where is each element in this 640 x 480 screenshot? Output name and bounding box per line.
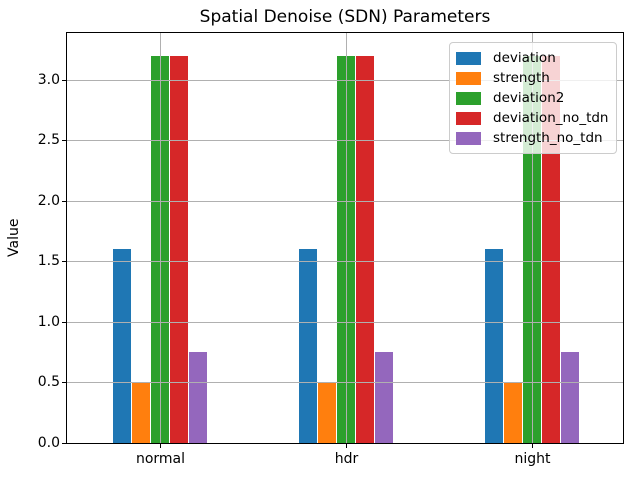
ytick-label-0.5: 0.5 xyxy=(37,374,60,391)
ytick-mark-2 xyxy=(62,200,66,202)
bar-normal-deviation_no_tdn xyxy=(170,55,188,443)
legend-item-deviation2: deviation2 xyxy=(456,88,610,108)
legend-label-deviation: deviation xyxy=(493,50,556,66)
xtick-mark-hdr xyxy=(346,444,347,448)
legend-item-deviation_no_tdn: deviation_no_tdn xyxy=(456,108,610,128)
bar-hdr-strength xyxy=(318,382,336,443)
bar-normal-strength xyxy=(132,382,150,443)
bar-hdr-deviation_no_tdn xyxy=(356,55,374,443)
xtick-mark-normal xyxy=(160,444,161,448)
ytick-mark-1 xyxy=(62,321,66,323)
gridline-y-2.5 xyxy=(67,140,623,142)
ytick-mark-1.5 xyxy=(62,261,66,263)
ytick-label-2: 2.0 xyxy=(37,192,60,209)
bar-night-strength_no_tdn xyxy=(561,352,579,443)
bar-normal-deviation xyxy=(113,249,131,443)
legend-swatch-deviation_no_tdn xyxy=(456,111,481,125)
xtick-label-hdr: hdr xyxy=(334,451,359,467)
bar-hdr-deviation xyxy=(299,249,317,443)
ytick-mark-0.5 xyxy=(62,382,66,384)
legend-swatch-deviation xyxy=(456,51,481,65)
gridline-y-3 xyxy=(67,79,623,81)
legend-item-strength: strength xyxy=(456,68,610,88)
legend-label-deviation_no_tdn: deviation_no_tdn xyxy=(493,110,609,126)
gridline-y-2 xyxy=(67,200,623,202)
gridline-x-normal xyxy=(160,33,161,443)
legend-label-deviation2: deviation2 xyxy=(493,90,565,106)
bar-hdr-strength_no_tdn xyxy=(375,352,393,443)
gridline-y-0.5 xyxy=(67,382,623,384)
xtick-label-night: night xyxy=(514,451,551,467)
legend-swatch-strength_no_tdn xyxy=(456,131,481,145)
ytick-label-0: 0.0 xyxy=(37,434,60,451)
gridline-y-1.5 xyxy=(67,261,623,263)
legend-item-strength_no_tdn: strength_no_tdn xyxy=(456,128,610,148)
chart-title: Spatial Denoise (SDN) Parameters xyxy=(199,7,491,27)
legend-swatch-deviation2 xyxy=(456,91,481,105)
bar-normal-strength_no_tdn xyxy=(189,352,207,443)
bar-night-strength xyxy=(504,382,522,443)
xtick-label-normal: normal xyxy=(135,451,186,467)
ytick-label-3: 3.0 xyxy=(37,71,60,88)
ytick-label-2.5: 2.5 xyxy=(37,132,60,149)
legend-item-deviation: deviation xyxy=(456,48,610,68)
legend: deviation strength deviation2 deviation_no_… xyxy=(449,42,617,154)
ytick-label-1.5: 1.5 xyxy=(37,253,60,270)
ytick-label-1: 1.0 xyxy=(37,313,60,330)
legend-label-strength: strength xyxy=(493,70,550,86)
legend-label-strength_no_tdn: strength_no_tdn xyxy=(493,130,603,146)
gridline-y-1 xyxy=(67,321,623,323)
ytick-mark-0 xyxy=(62,442,66,444)
gridline-x-hdr xyxy=(346,33,347,443)
ytick-mark-3 xyxy=(62,79,66,81)
bar-night-deviation xyxy=(485,249,503,443)
legend-swatch-strength xyxy=(456,71,481,85)
ytick-mark-2.5 xyxy=(62,140,66,142)
xtick-mark-night xyxy=(532,444,533,448)
gridline-x-night xyxy=(532,33,533,443)
